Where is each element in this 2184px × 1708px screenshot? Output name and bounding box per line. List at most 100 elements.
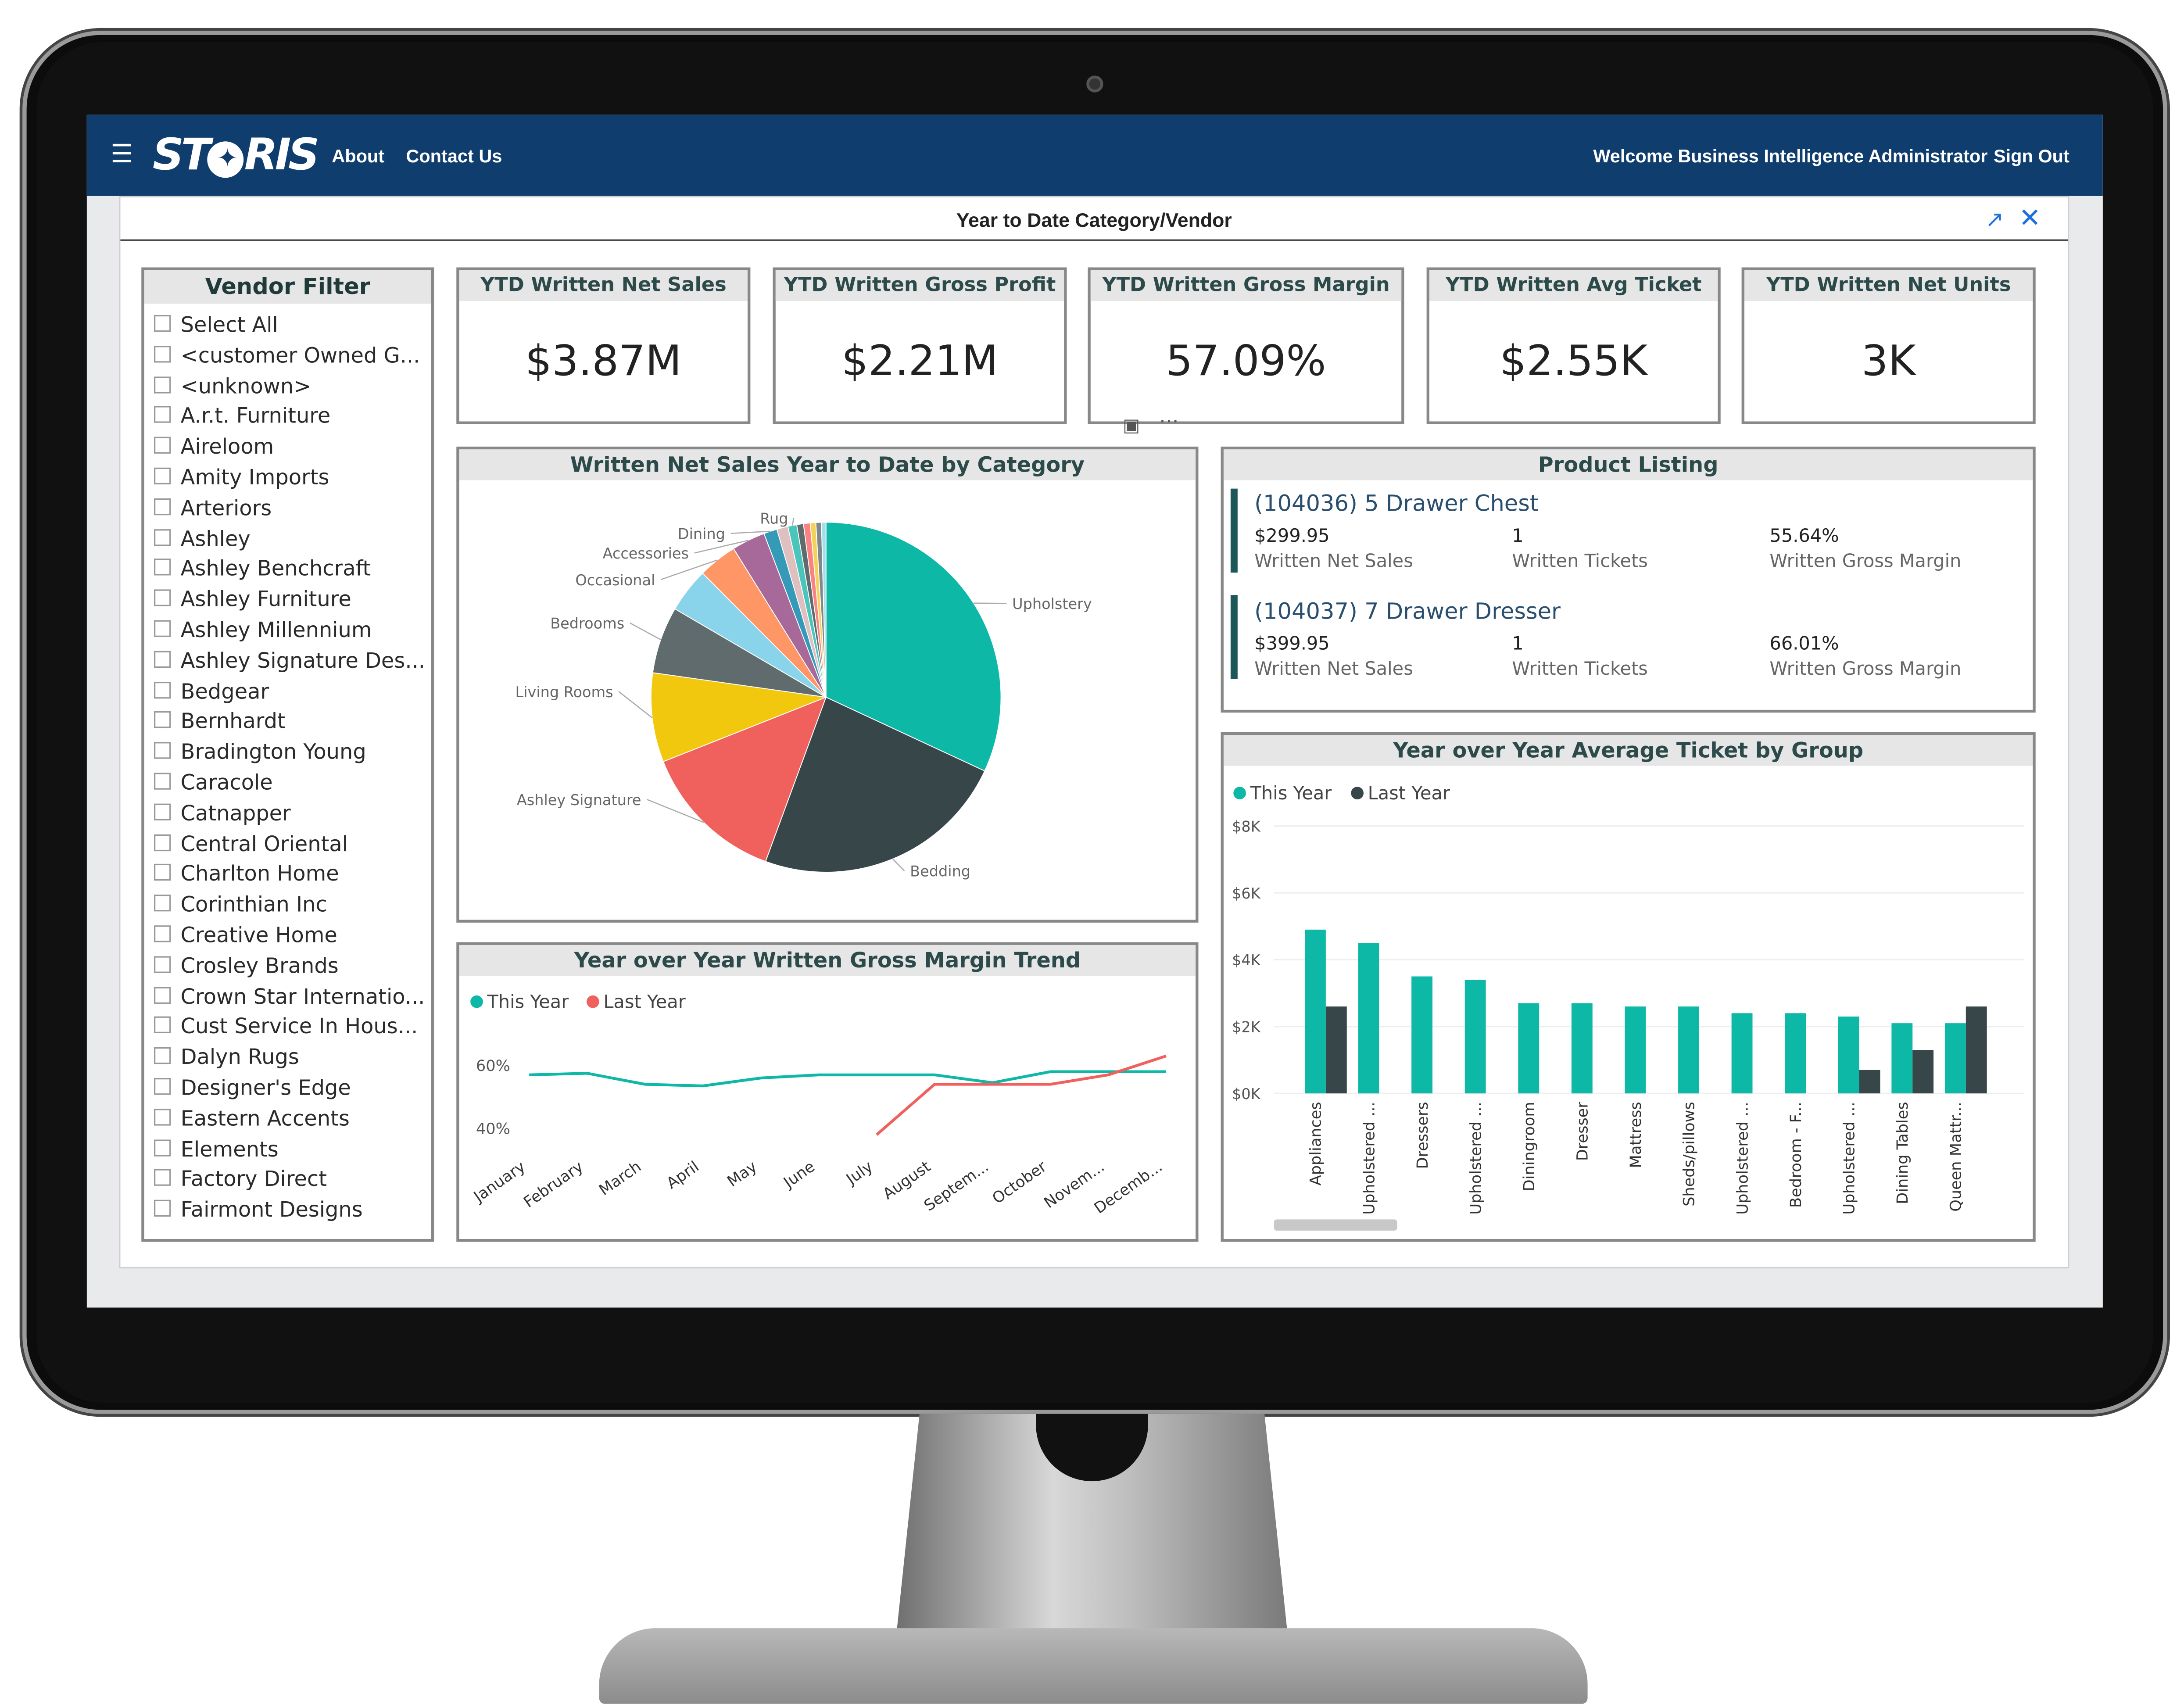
vendor-checkbox[interactable] [154,956,171,973]
pie-slice[interactable] [662,696,827,862]
focus-mode-icon[interactable]: ▣ [1123,415,1140,437]
vendor-checkbox[interactable] [154,1169,171,1187]
vendor-option[interactable]: Aireloom [154,434,274,459]
vendor-checkbox[interactable] [154,467,171,485]
vendor-option[interactable]: Factory Direct [154,1167,327,1192]
vendor-checkbox[interactable] [154,712,171,729]
vendor-checkbox[interactable] [154,864,171,881]
legend-last-year[interactable]: Last Year [1351,784,1450,805]
vendor-checkbox[interactable] [154,528,171,546]
bar-this-year[interactable] [1571,1003,1593,1094]
vendor-option[interactable]: Corinthian Inc [154,892,327,917]
bar-this-year[interactable] [1785,1013,1806,1094]
vendor-checkbox[interactable] [154,498,171,515]
pie-slice[interactable] [825,522,1002,772]
kpi-card-net-sales[interactable]: YTD Written Net Sales $3.87M [456,267,751,424]
legend-last-year[interactable]: Last Year [587,992,686,1013]
bar-last-year[interactable] [1325,1006,1347,1094]
nav-contact-link[interactable]: Contact Us [406,145,502,167]
vendor-checkbox[interactable] [154,986,171,1003]
vendor-option[interactable]: Charlton Home [154,862,339,887]
vendor-option[interactable]: Bedgear [154,678,269,704]
bar-this-year[interactable] [1891,1023,1913,1094]
kpi-card-avg-ticket[interactable]: YTD Written Avg Ticket $2.55K [1426,267,1721,424]
vendor-checkbox[interactable] [154,406,171,423]
bar-this-year[interactable] [1678,1006,1699,1094]
vendor-checkbox[interactable] [154,376,171,393]
more-options-icon[interactable]: ⋯ [1159,410,1181,433]
vendor-option[interactable]: Cust Service In Hous... [154,1014,418,1039]
vendor-checkbox[interactable] [154,834,171,851]
vendor-option[interactable]: Ashley Furniture [154,587,351,612]
vendor-option[interactable]: Crown Star Internatio... [154,984,425,1009]
vendor-option[interactable]: Fairmont Designs [154,1197,363,1222]
vendor-checkbox[interactable] [154,437,171,454]
vendor-option[interactable]: Creative Home [154,923,337,948]
bar-this-year[interactable] [1411,976,1433,1094]
vendor-option[interactable]: Amity Imports [154,465,329,490]
kpi-card-gross-profit[interactable]: YTD Written Gross Profit $2.21M [773,267,1067,424]
vendor-option[interactable]: Arteriors [154,495,272,520]
legend-this-year[interactable]: This Year [470,992,569,1013]
vendor-checkbox[interactable] [154,651,171,668]
vendor-checkbox[interactable] [154,742,171,759]
vendor-checkbox[interactable] [154,1047,171,1064]
vendor-option[interactable]: Central Oriental [154,831,348,856]
vendor-checkbox[interactable] [154,315,171,332]
vendor-checkbox[interactable] [154,773,171,790]
vendor-checkbox[interactable] [154,1078,171,1095]
vendor-checkbox[interactable] [154,345,171,362]
pie-slice[interactable] [765,696,985,873]
vendor-option[interactable]: Eastern Accents [154,1106,350,1131]
vendor-checkbox[interactable] [154,1200,171,1217]
sign-out-link[interactable]: Sign Out [1993,145,2069,167]
vendor-option[interactable]: Ashley Signature Des... [154,648,425,673]
bar-last-year[interactable] [1966,1006,1987,1094]
pie-chart[interactable]: Upholstery Bedding Ashley Signature Living … [459,480,1196,920]
vendor-checkbox[interactable] [154,1108,171,1125]
vendor-option[interactable]: <customer Owned G... [154,343,420,368]
vendor-option[interactable]: Bernhardt [154,709,286,734]
vendor-option[interactable]: Dalyn Rugs [154,1045,299,1070]
open-in-new-icon[interactable]: ↗ [1985,208,2004,233]
bar-chart-panel[interactable]: Year over Year Average Ticket by Group T… [1221,732,2036,1242]
vendor-checkbox[interactable] [154,1017,171,1034]
kpi-card-net-units[interactable]: YTD Written Net Units 3K [1741,267,2036,424]
line-series[interactable] [529,1070,1167,1088]
horizontal-scrollbar[interactable] [1274,1219,1397,1231]
vendor-checkbox[interactable] [154,620,171,637]
vendor-option[interactable]: Select All [154,312,278,337]
hamburger-menu-icon[interactable]: ☰ [111,140,133,168]
line-chart-panel[interactable]: Year over Year Written Gross Margin Tren… [456,942,1199,1242]
vendor-option[interactable]: Caracole [154,770,273,795]
kpi-card-gross-margin[interactable]: YTD Written Gross Margin 57.09% [1088,267,1404,424]
product-name[interactable]: (104037) 7 Drawer Dresser [1254,598,1561,625]
vendor-option[interactable]: Designer's Edge [154,1075,351,1100]
bar-this-year[interactable] [1305,929,1326,1094]
vendor-option[interactable]: Bradington Young [154,739,366,765]
vendor-checkbox[interactable] [154,681,171,698]
vendor-checkbox[interactable] [154,803,171,820]
pie-slice[interactable] [650,672,828,763]
vendor-option[interactable]: Ashley Benchcraft [154,556,371,582]
vendor-checkbox[interactable] [154,895,171,912]
vendor-option[interactable]: Crosley Brands [154,953,339,978]
product-name[interactable]: (104036) 5 Drawer Chest [1254,490,1539,517]
bar-last-year[interactable] [1859,1070,1880,1094]
bar-this-year[interactable] [1625,1006,1646,1094]
vendor-option[interactable]: Elements [154,1136,279,1161]
bar-this-year[interactable] [1358,943,1379,1094]
brand-logo[interactable]: ST ✦ RIS [152,130,319,181]
nav-about-link[interactable]: About [332,145,385,167]
bar-chart[interactable]: $8K $6K $4K $2K $0K Appliances Upholstered ...… [1224,811,2033,1239]
vendor-option[interactable]: Catnapper [154,801,291,826]
close-icon[interactable]: ✕ [2019,204,2041,234]
bar-this-year[interactable] [1518,1003,1540,1094]
vendor-option[interactable]: Ashley Millennium [154,617,372,643]
vendor-option[interactable]: A.r.t. Furniture [154,404,330,429]
line-series[interactable] [876,1054,1167,1136]
vendor-checkbox[interactable] [154,925,171,942]
vendor-option[interactable]: Ashley [154,526,251,551]
vendor-checkbox[interactable] [154,590,171,607]
